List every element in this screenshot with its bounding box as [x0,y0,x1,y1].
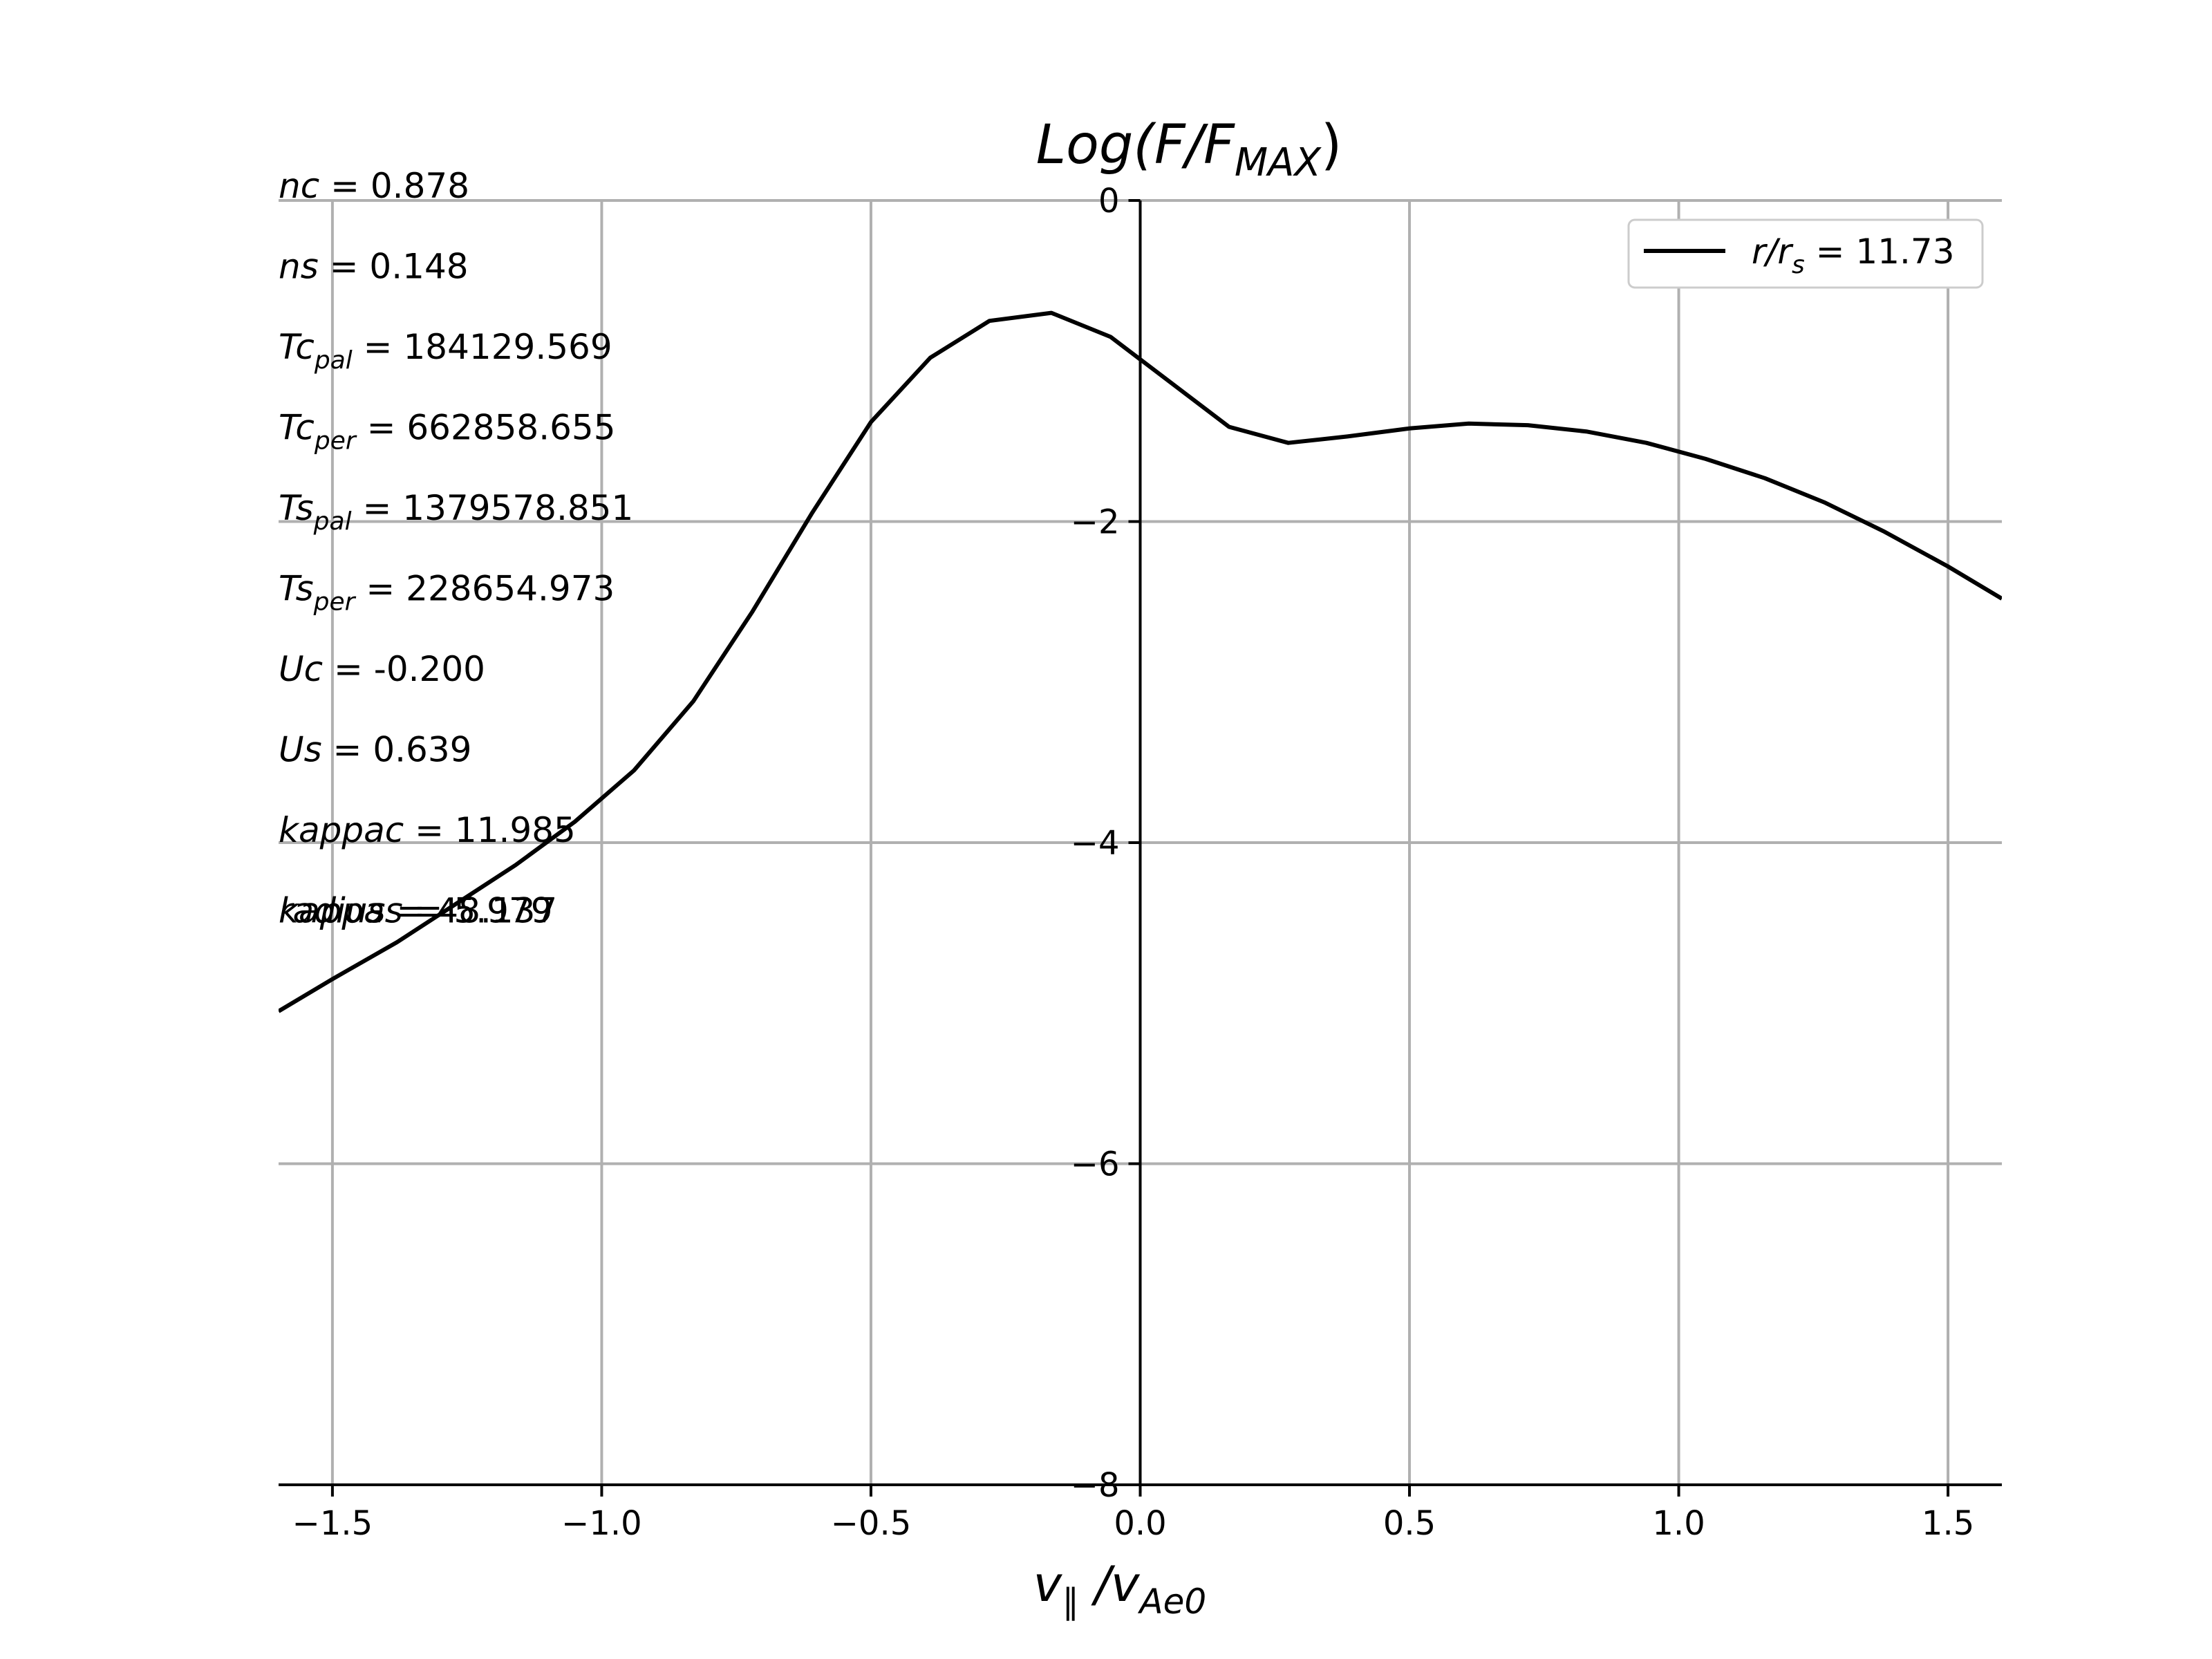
x-tick-label: 0.0 [1114,1504,1166,1543]
y-tick-label: 0 [1098,182,1120,221]
x-tick-label: −1.0 [561,1504,642,1543]
series-layer [279,310,2002,1013]
x-tick-label: 1.0 [1652,1504,1705,1543]
x-tick-label: −0.5 [831,1504,912,1543]
y-tick-label: −2 [1071,503,1120,542]
annotation-nc: nc = 0.878 [279,166,469,206]
legend: r/rs = 11.73 [1627,218,1984,289]
chart-title: Log(F/FMAX) [1036,114,1342,185]
annotation-Tc-per: Tcper = 662858.655 [279,408,616,456]
annotation-Us: Us = 0.639 [279,730,471,770]
axes [279,199,2002,1497]
annotation-Ts-pal: Tspal = 1379578.851 [279,488,633,536]
annotation-Ts-per: Tsper = 228654.973 [279,569,615,617]
annotation-kappac: kappac = 11.985 [279,810,576,850]
annotation-Uc: Uc = -0.200 [279,649,485,689]
annotation-kappas: kappas = 5.979 [279,891,553,931]
y-tick-label: −4 [1071,824,1120,863]
x-tick-label: −1.5 [292,1504,373,1543]
legend-frame [1627,218,1984,289]
annotation-ns: ns = 0.148 [279,247,469,287]
series-line [279,310,2002,1013]
x-axis-title: v∥ /vAe0 [1033,1556,1206,1622]
parameter-annotations: nc = 0.878 ns = 0.148 Tcpal = 184129.569 Tc… [279,166,633,931]
y-tick-label: −8 [1071,1466,1120,1505]
legend-entry-label: r/rs = 11.73 [1752,232,1955,279]
x-tick-label: 0.5 [1383,1504,1436,1543]
tick-labels: −1.5 −1.0 −0.5 0.0 0.5 1.0 1.5 0 −2 −4 −6 −8 [292,182,1975,1543]
annotation-Tc-pal: Tcpal = 184129.569 [279,327,612,375]
annotation-radius: radius = 48.137 [279,891,557,931]
x-tick-label: 1.5 [1922,1504,1974,1543]
y-tick-label: −6 [1071,1145,1120,1184]
